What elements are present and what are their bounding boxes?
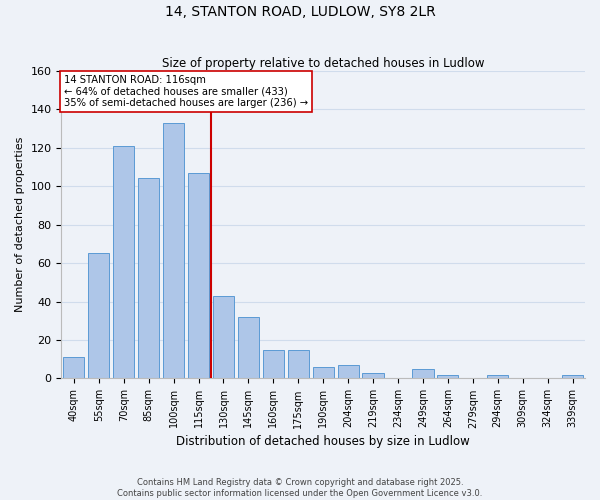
- Bar: [113, 146, 134, 378]
- Bar: [188, 172, 209, 378]
- Bar: [412, 369, 434, 378]
- Bar: [163, 122, 184, 378]
- Text: 14 STANTON ROAD: 116sqm
← 64% of detached houses are smaller (433)
35% of semi-d: 14 STANTON ROAD: 116sqm ← 64% of detache…: [64, 74, 308, 108]
- Bar: [362, 372, 383, 378]
- Text: Contains HM Land Registry data © Crown copyright and database right 2025.
Contai: Contains HM Land Registry data © Crown c…: [118, 478, 482, 498]
- Bar: [437, 374, 458, 378]
- Text: 14, STANTON ROAD, LUDLOW, SY8 2LR: 14, STANTON ROAD, LUDLOW, SY8 2LR: [164, 5, 436, 19]
- Bar: [562, 374, 583, 378]
- Bar: [287, 350, 309, 378]
- X-axis label: Distribution of detached houses by size in Ludlow: Distribution of detached houses by size …: [176, 434, 470, 448]
- Bar: [338, 365, 359, 378]
- Bar: [138, 178, 159, 378]
- Bar: [213, 296, 234, 378]
- Bar: [88, 254, 109, 378]
- Bar: [263, 350, 284, 378]
- Title: Size of property relative to detached houses in Ludlow: Size of property relative to detached ho…: [162, 56, 484, 70]
- Bar: [238, 317, 259, 378]
- Bar: [313, 367, 334, 378]
- Bar: [63, 358, 85, 378]
- Y-axis label: Number of detached properties: Number of detached properties: [15, 137, 25, 312]
- Bar: [487, 374, 508, 378]
